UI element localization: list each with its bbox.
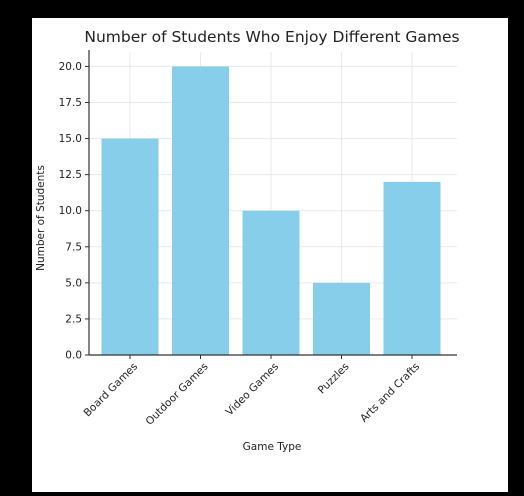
x-tick-label: Video Games bbox=[223, 361, 281, 419]
y-tick-label: 10.0 bbox=[59, 205, 82, 217]
x-tick-label: Arts and Crafts bbox=[358, 361, 422, 425]
bar-arts-and-crafts bbox=[383, 181, 441, 355]
y-tick-label: 5.0 bbox=[65, 277, 82, 289]
axes bbox=[88, 50, 457, 356]
y-tick-label: 7.5 bbox=[65, 241, 82, 253]
bar-puzzles bbox=[313, 282, 370, 355]
chart-title: Number of Students Who Enjoy Different G… bbox=[84, 28, 459, 46]
x-axis-label: Game Type bbox=[243, 441, 302, 453]
x-tick-labels: Board Games Outdoor Games Video Games Puzzl… bbox=[81, 355, 422, 428]
y-tick-labels: 0.0 2.5 5.0 7.5 10.0 12.5 15.0 17.5 20.0 bbox=[59, 61, 89, 362]
x-tick-label: Outdoor Games bbox=[143, 361, 210, 428]
y-axis-label: Number of Students bbox=[35, 165, 47, 271]
x-tick-label: Board Games bbox=[81, 361, 140, 420]
y-tick-label: 0.0 bbox=[65, 350, 82, 362]
y-tick-label: 17.5 bbox=[59, 97, 82, 109]
bar-board-games bbox=[101, 138, 159, 355]
y-tick-label: 20.0 bbox=[59, 61, 82, 73]
x-tick-label: Puzzles bbox=[316, 361, 352, 397]
y-tick-label: 15.0 bbox=[59, 133, 82, 145]
y-tick-label: 2.5 bbox=[65, 313, 82, 325]
bar-video-games bbox=[242, 210, 300, 355]
bar-chart: Number of Students Who Enjoy Different G… bbox=[35, 28, 460, 453]
bars bbox=[101, 66, 441, 355]
y-tick-label: 12.5 bbox=[59, 169, 82, 181]
bar-outdoor-games bbox=[172, 66, 229, 355]
chart-frame: Number of Students Who Enjoy Different G… bbox=[32, 18, 508, 492]
